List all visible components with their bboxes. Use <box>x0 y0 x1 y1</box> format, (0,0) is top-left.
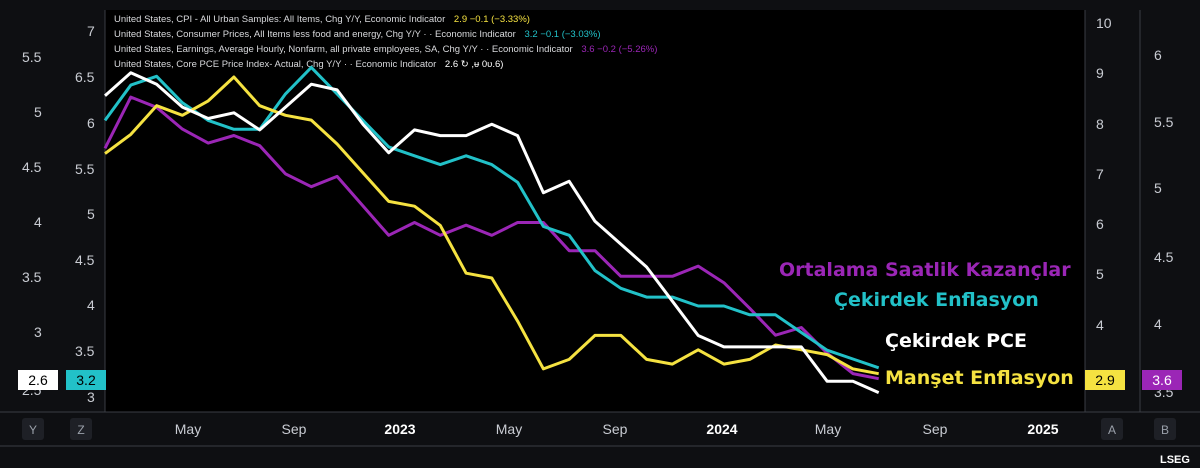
x-tick: Sep <box>923 421 948 437</box>
corner-a-box[interactable] <box>1101 418 1123 440</box>
y-axis[interactable]: 5.5 5 4.5 4 3.5 3 2.5 <box>22 49 42 398</box>
annotation-cpi: Manşet Enflasyon <box>885 367 1074 389</box>
corner-b-box[interactable] <box>1154 418 1176 440</box>
badge-z: 3.2 <box>76 372 96 388</box>
annotation-earnings: Ortalama Saatlik Kazançlar <box>779 259 1071 281</box>
corner-label-z: Z <box>77 423 84 437</box>
legend: United States, CPI - All Urban Samples: … <box>114 14 657 70</box>
y-tick: 4.5 <box>22 159 42 175</box>
x-tick: 2023 <box>384 421 415 437</box>
badge-a: 2.9 <box>1095 372 1115 388</box>
z-tick: 7 <box>87 23 95 39</box>
a-tick: 6 <box>1096 216 1104 232</box>
a-tick: 5 <box>1096 266 1104 282</box>
legend-text-core-cpi: United States, Consumer Prices, All Item… <box>114 29 516 40</box>
corner-label-y: Y <box>29 423 37 437</box>
series-layer <box>103 65 880 394</box>
x-tick: 2024 <box>706 421 737 437</box>
annotation-core-cpi: Çekirdek Enflasyon <box>834 289 1039 311</box>
badge-y: 2.6 <box>28 372 48 388</box>
y-tick: 4 <box>34 214 42 230</box>
z-axis[interactable]: 7 6.5 6 5.5 5 4.5 4 3.5 3 <box>75 23 95 405</box>
z-tick: 3.5 <box>75 343 95 359</box>
z-tick: 5 <box>87 206 95 222</box>
corner-label-a: A <box>1108 423 1116 437</box>
x-tick: May <box>175 421 201 437</box>
badge-y-bg <box>18 370 58 390</box>
a-axis[interactable]: 10 9 8 7 6 5 4 3 <box>1096 15 1112 383</box>
a-tick: 7 <box>1096 166 1104 182</box>
series-line-cpi[interactable] <box>104 75 879 376</box>
x-tick: May <box>815 421 841 437</box>
legend-value-core-pce: 2.6 ↻ ,ᵾ 0υ.6) <box>445 59 503 70</box>
corner-label-b: B <box>1161 423 1169 437</box>
corner-y-box[interactable] <box>22 418 44 440</box>
z-tick: 6.5 <box>75 69 95 85</box>
badge-a-bg <box>1085 370 1125 390</box>
a-tick: 8 <box>1096 116 1104 132</box>
y-tick: 5 <box>34 104 42 120</box>
legend-text-core-pce: United States, Core PCE Price Index- Act… <box>114 59 436 70</box>
legend-value-cpi: 2.9 −0.1 (−3.33%) <box>454 14 530 25</box>
z-tick: 4.5 <box>75 252 95 268</box>
b-tick: 5 <box>1154 180 1162 196</box>
corner-z-box[interactable] <box>70 418 92 440</box>
b-axis[interactable]: 6 5.5 5 4.5 4 3.5 <box>1154 47 1174 400</box>
legend-entry-core-cpi[interactable]: United States, Consumer Prices, All Item… <box>114 29 601 40</box>
x-tick: Sep <box>282 421 307 437</box>
a-tick: 10 <box>1096 15 1112 31</box>
badge-b: 3.6 <box>1152 372 1172 388</box>
a-tick: 9 <box>1096 65 1104 81</box>
annotation-core-pce: Çekirdek PCE <box>885 330 1027 352</box>
z-tick: 4 <box>87 297 95 313</box>
series-line-core-cpi[interactable] <box>103 65 880 370</box>
b-tick: 4.5 <box>1154 249 1174 265</box>
z-tick: 6 <box>87 115 95 131</box>
corner-labels: Y Z A B <box>22 418 1176 440</box>
b-tick: 6 <box>1154 47 1162 63</box>
y-tick: 3.5 <box>22 269 42 285</box>
x-tick: May <box>496 421 522 437</box>
b-tick: 4 <box>1154 316 1162 332</box>
series-line-earnings[interactable] <box>103 95 879 381</box>
legend-entry-core-pce[interactable]: United States, Core PCE Price Index- Act… <box>114 59 503 70</box>
x-tick: 2025 <box>1027 421 1058 437</box>
x-axis[interactable]: May Sep 2023 May Sep 2024 May Sep 2025 <box>175 421 1059 437</box>
y-tick: 3 <box>34 324 42 340</box>
badge-b-bg <box>1142 370 1182 390</box>
legend-value-core-cpi: 3.2 −0.1 (−3.03%) <box>524 29 600 40</box>
legend-entry-cpi[interactable]: United States, CPI - All Urban Samples: … <box>114 14 530 25</box>
series-line-core-pce[interactable] <box>104 71 880 394</box>
legend-text-earnings: United States, Earnings, Average Hourly,… <box>114 44 573 55</box>
legend-text-cpi: United States, CPI - All Urban Samples: … <box>114 14 445 25</box>
z-tick: 3 <box>87 389 95 405</box>
badge-z-bg <box>66 370 106 390</box>
y-tick: 5.5 <box>22 49 42 65</box>
z-tick: 5.5 <box>75 161 95 177</box>
a-tick: 4 <box>1096 317 1104 333</box>
x-tick: Sep <box>603 421 628 437</box>
brand-logo: LSEG <box>1160 454 1190 466</box>
b-tick: 5.5 <box>1154 114 1174 130</box>
legend-value-earnings: 3.6 −0.2 (−5.26%) <box>581 44 657 55</box>
plot-area <box>105 10 1085 412</box>
legend-entry-earnings[interactable]: United States, Earnings, Average Hourly,… <box>114 44 657 55</box>
